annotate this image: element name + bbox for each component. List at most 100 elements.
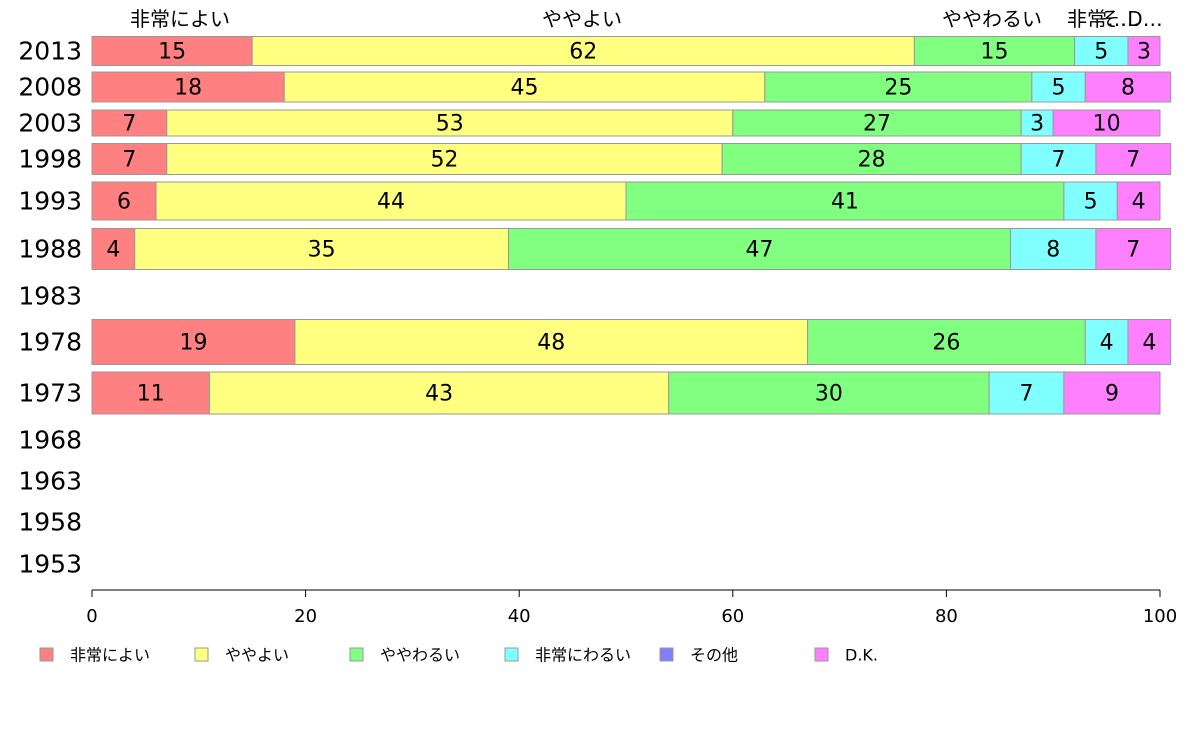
- year-label-1998: 1998: [18, 145, 82, 174]
- bar-label-2008-series-3: 5: [1052, 76, 1066, 101]
- bar-1998-series-2: [721, 143, 1022, 175]
- bar-label-1973-series-2: 30: [815, 382, 843, 407]
- bar-label-1998-series-2: 28: [858, 148, 886, 173]
- x-tick-label-100: 100: [1143, 606, 1177, 627]
- bar-2008-series-2: [764, 71, 1033, 103]
- bar-label-1978-series-2: 26: [932, 331, 960, 356]
- bar-label-2008-series-0: 18: [174, 76, 202, 101]
- top-label-2: ややわるい: [942, 7, 1042, 31]
- year-label-2013: 2013: [18, 37, 82, 66]
- year-axis-labels: 2013 2008 2003 1998 1993 1988 1983 1978 1973 1968…: [18, 37, 82, 579]
- bar-label-2008-series-5: 8: [1121, 76, 1135, 101]
- bar-label-2013-series-5: 3: [1137, 40, 1151, 65]
- bar-2013-series-5: [1127, 36, 1161, 66]
- bar-label-1973-series-3: 7: [1020, 382, 1034, 407]
- bar-1973-series-0: [91, 371, 210, 415]
- bar-label-1978-series-0: 19: [179, 331, 207, 356]
- legend-swatch-3: [504, 647, 519, 662]
- bar-1988-series-3: [1009, 228, 1097, 270]
- year-label-1968: 1968: [18, 426, 82, 455]
- bar-1993-series-5: [1116, 181, 1161, 221]
- bar-1973-series-2: [668, 371, 990, 415]
- bar-label-1988-series-2: 47: [746, 238, 774, 263]
- year-label-1953: 1953: [18, 550, 82, 579]
- bar-label-1998-series-5: 7: [1126, 148, 1140, 173]
- x-tick-label-40: 40: [508, 606, 531, 627]
- year-label-1963: 1963: [18, 467, 82, 496]
- bar-1998-series-5: [1095, 143, 1172, 175]
- year-label-1958: 1958: [18, 508, 82, 537]
- bar-1978-series-5: [1127, 319, 1172, 365]
- bar-2013-series-0: [91, 36, 253, 66]
- year-label-2003: 2003: [18, 109, 82, 138]
- bar-label-2003-series-1: 53: [436, 112, 464, 137]
- bar-label-2008-series-2: 25: [884, 76, 912, 101]
- bar-1978-series-0: [91, 319, 296, 365]
- bar-label-1993-series-0: 6: [117, 190, 131, 215]
- bar-2008-series-0: [91, 71, 285, 103]
- bar-1988-series-1: [134, 228, 510, 270]
- bar-label-1973-series-5: 9: [1105, 382, 1119, 407]
- year-label-1993: 1993: [18, 187, 82, 216]
- bar-label-1988-series-1: 35: [308, 238, 336, 263]
- bar-label-1993-series-5: 4: [1132, 190, 1146, 215]
- bar-label-1978-series-3: 4: [1100, 331, 1114, 356]
- top-label-0: 非常によい: [130, 7, 230, 31]
- bar-1978-series-2: [807, 319, 1086, 365]
- legend-label-1: ややよい: [225, 646, 289, 665]
- bar-label-1988-series-0: 4: [106, 238, 120, 263]
- top-label-5: D…: [1127, 7, 1162, 31]
- bar-2008-series-1: [283, 71, 766, 103]
- legend-label-4: その他: [690, 646, 738, 665]
- bar-1993-series-3: [1063, 181, 1118, 221]
- bar-2003-series-2: [732, 109, 1022, 137]
- bar-label-1978-series-1: 48: [537, 331, 565, 356]
- x-tick-label-20: 20: [294, 606, 317, 627]
- bar-2008-series-3: [1031, 71, 1086, 103]
- bar-label-2008-series-1: 45: [511, 76, 539, 101]
- bar-1993-series-0: [91, 181, 157, 221]
- bar-1988-series-2: [508, 228, 1011, 270]
- legend-label-2: ややわるい: [380, 646, 460, 665]
- bar-label-1993-series-3: 5: [1084, 190, 1098, 215]
- bar-label-2013-series-3: 5: [1094, 40, 1108, 65]
- bar-1993-series-2: [625, 181, 1065, 221]
- bar-2003-series-1: [166, 109, 734, 137]
- legend-label-3: 非常にわるい: [535, 646, 631, 665]
- bar-label-1998-series-3: 7: [1052, 148, 1066, 173]
- legend-label-0: 非常によい: [70, 646, 150, 665]
- top-label-4: そ…: [1100, 7, 1140, 31]
- legend-swatch-0: [39, 647, 54, 662]
- bar-label-2003-series-5: 10: [1093, 112, 1121, 137]
- bar-1973-series-5: [1063, 371, 1161, 415]
- bar-2008-series-5: [1084, 71, 1172, 103]
- bar-2003-series-3: [1020, 109, 1054, 137]
- x-tick-label-80: 80: [935, 606, 958, 627]
- legend: 非常によい ややよい ややわるい 非常にわるい その他 D.K.: [39, 646, 878, 665]
- year-label-2008: 2008: [18, 73, 82, 102]
- top-label-1: ややよい: [542, 7, 622, 31]
- bar-label-2013-series-2: 15: [980, 40, 1008, 65]
- bar-label-1998-series-1: 52: [430, 148, 458, 173]
- bar-1988-series-5: [1095, 228, 1172, 270]
- bar-2003-series-0: [91, 109, 168, 137]
- bar-label-1988-series-5: 7: [1126, 238, 1140, 263]
- bar-label-2003-series-0: 7: [122, 112, 136, 137]
- bar-label-1973-series-1: 43: [425, 382, 453, 407]
- bar-2013-series-3: [1074, 36, 1129, 66]
- bar-1988-series-0: [91, 228, 136, 270]
- year-label-1978: 1978: [18, 328, 82, 357]
- bar-label-1973-series-0: 11: [137, 382, 165, 407]
- bar-label-2003-series-3: 3: [1030, 112, 1044, 137]
- bar-1998-series-1: [166, 143, 723, 175]
- year-label-1983: 1983: [18, 282, 82, 311]
- legend-swatch-5: [814, 647, 829, 662]
- x-axis: 0 20 40 60 80 100: [86, 589, 1177, 627]
- bar-label-2003-series-2: 27: [863, 112, 891, 137]
- bar-label-1988-series-3: 8: [1046, 238, 1060, 263]
- legend-swatch-4: [659, 647, 674, 662]
- bar-label-2013-series-0: 15: [158, 40, 186, 65]
- year-label-1988: 1988: [18, 235, 82, 264]
- x-tick-label-60: 60: [721, 606, 744, 627]
